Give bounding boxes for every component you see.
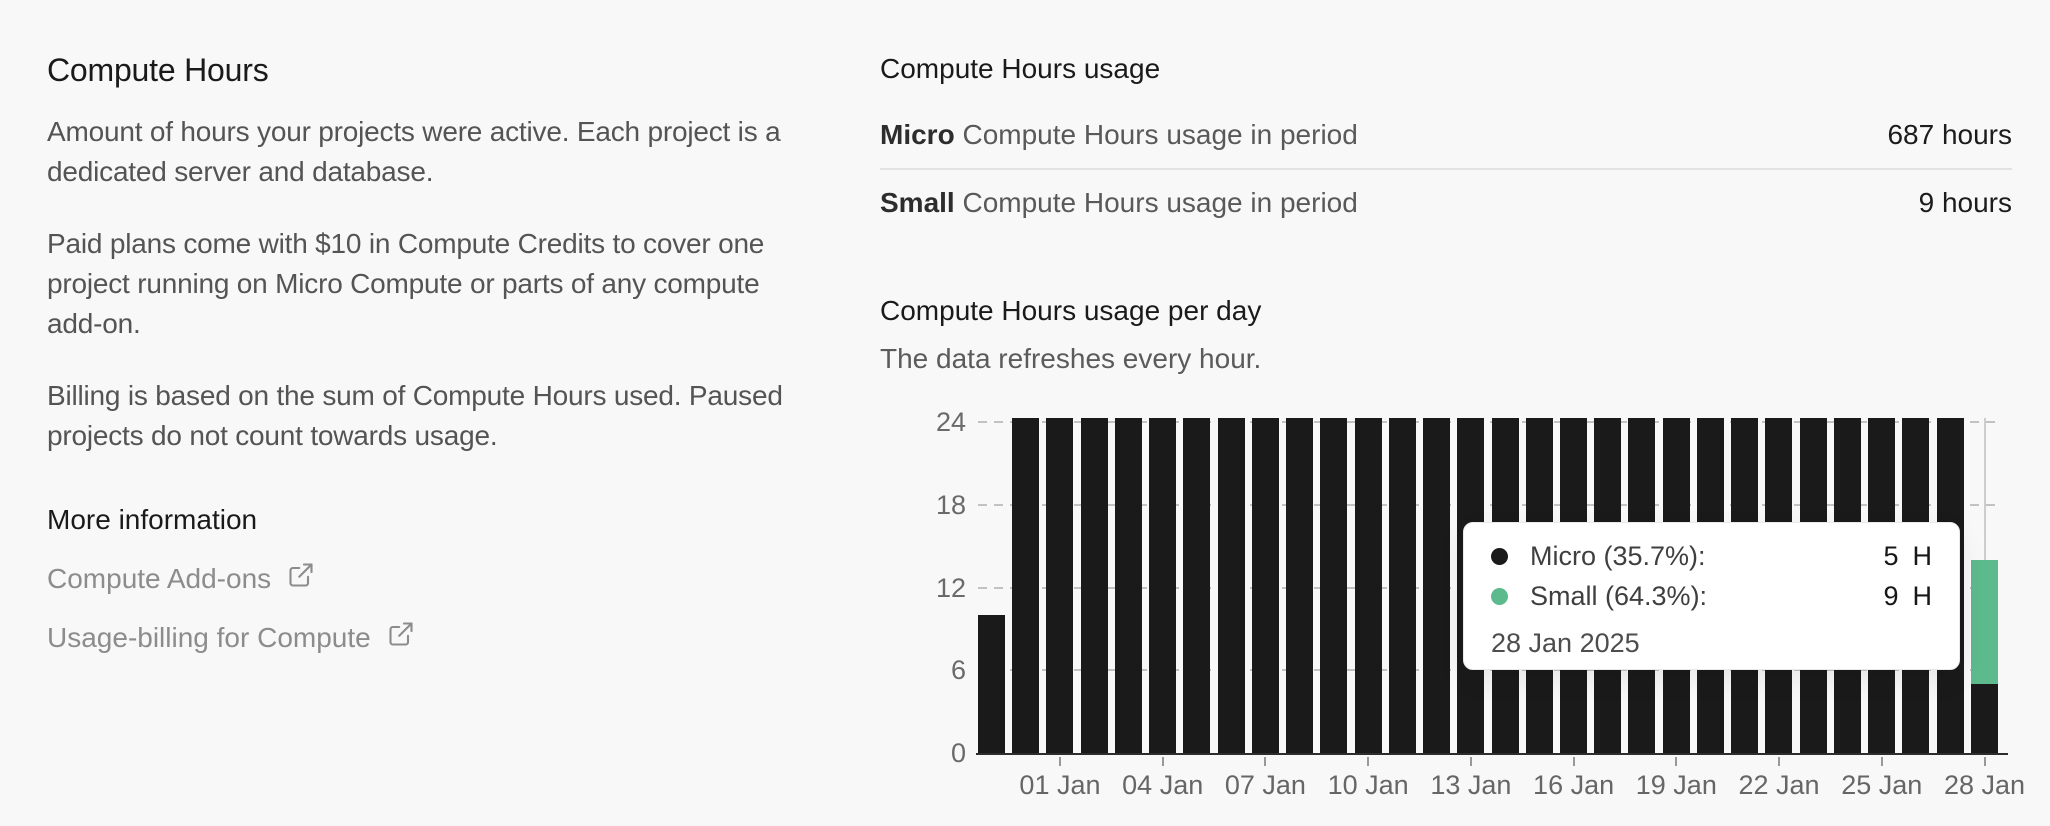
bar-segment-micro [1286,418,1313,753]
usage-row-value: 687 hours [1887,118,2012,152]
bar[interactable] [1389,418,1416,753]
x-axis-tick [1881,757,1883,766]
bar-segment-micro [1218,418,1245,753]
compute-hours-description-panel: Compute Hours Amount of hours your proje… [47,0,795,656]
usage-section-heading: Compute Hours usage [880,52,2012,86]
y-axis-label: 18 [880,489,966,521]
tooltip-row-micro: Micro (35.7%): 5 H [1491,536,1932,576]
bar-segment-micro [1423,418,1450,753]
chart-tooltip: Micro (35.7%): 5 H Small (64.3%): 9 H 28… [1463,522,1960,670]
bar-segment-micro [1320,418,1347,753]
chart: Micro (35.7%): 5 H Small (64.3%): 9 H 28… [880,406,2012,826]
tooltip-value: 5 [1869,541,1899,572]
more-information-heading: More information [47,502,795,538]
description-paragraph: Billing is based on the sum of Compute H… [47,376,795,456]
bar-segment-micro [1355,418,1382,753]
external-link-icon [287,561,315,597]
x-axis-tick [1059,757,1061,766]
tooltip-value: 9 [1869,581,1899,612]
bar[interactable] [1115,418,1142,753]
per-day-chart-heading: Compute Hours usage per day [880,294,2012,328]
usage-row-value: 9 hours [1919,186,2012,220]
tooltip-label: Micro (35.7%): [1530,541,1869,572]
usage-row-small: Small Compute Hours usage in period 9 ho… [880,170,2012,236]
bar-segment-micro [1971,684,1998,753]
link-label: Compute Add-ons [47,562,271,596]
y-axis-label: 24 [880,406,966,438]
link-compute-add-ons[interactable]: Compute Add-ons [47,561,795,597]
tooltip-unit: H [1913,581,1933,612]
bar[interactable] [1971,560,1998,753]
bar[interactable] [1355,418,1382,753]
x-axis-tick [1573,757,1575,766]
x-axis-tick [1675,757,1677,766]
bar[interactable] [1183,418,1210,753]
compute-hours-usage-panel: Compute Hours usage Micro Compute Hours … [880,0,2012,826]
bar-segment-micro [1115,418,1142,753]
description-paragraph: Amount of hours your projects were activ… [47,112,795,192]
bar[interactable] [1046,418,1073,753]
tooltip-unit: H [1913,541,1933,572]
small-series-dot [1491,588,1508,605]
external-link-icon [387,620,415,656]
bar-segment-micro [1183,418,1210,753]
bar[interactable] [1081,418,1108,753]
micro-series-dot [1491,548,1508,565]
x-axis-tick [1367,757,1369,766]
bar[interactable] [1149,418,1176,753]
page-title: Compute Hours [47,50,795,90]
y-axis-label: 6 [880,654,966,686]
bar-segment-micro [1046,418,1073,753]
y-axis-label: 0 [880,737,966,769]
bar-segment-small [1971,560,1998,684]
bar[interactable] [1320,418,1347,753]
bar[interactable] [1252,418,1279,753]
x-axis-line [976,753,2008,755]
bar-segment-micro [1081,418,1108,753]
x-axis-tick [1470,757,1472,766]
link-usage-billing-for-compute[interactable]: Usage-billing for Compute [47,620,795,656]
bar-segment-micro [978,615,1005,753]
x-axis-tick [1778,757,1780,766]
link-label: Usage-billing for Compute [47,621,371,655]
usage-row-label: Micro Compute Hours usage in period [880,118,1358,152]
x-axis-label: 28 Jan [1915,769,2050,801]
bar[interactable] [1218,418,1245,753]
tooltip-date: 28 Jan 2025 [1491,626,1932,660]
y-axis-label: 12 [880,572,966,604]
refresh-note: The data refreshes every hour. [880,341,2012,377]
usage-row-label: Small Compute Hours usage in period [880,186,1358,220]
x-axis-tick [1264,757,1266,766]
bar[interactable] [978,615,1005,753]
tooltip-label: Small (64.3%): [1530,581,1869,612]
bar[interactable] [1423,418,1450,753]
bar-segment-micro [1012,418,1039,753]
bar[interactable] [1012,418,1039,753]
bar-segment-micro [1389,418,1416,753]
x-axis-tick [1984,757,1986,766]
bar-segment-micro [1252,418,1279,753]
description-paragraph: Paid plans come with $10 in Compute Cred… [47,224,795,344]
usage-row-micro: Micro Compute Hours usage in period 687 … [880,102,2012,168]
bar-segment-micro [1149,418,1176,753]
tooltip-row-small: Small (64.3%): 9 H [1491,576,1932,616]
bar[interactable] [1286,418,1313,753]
x-axis-tick [1162,757,1164,766]
